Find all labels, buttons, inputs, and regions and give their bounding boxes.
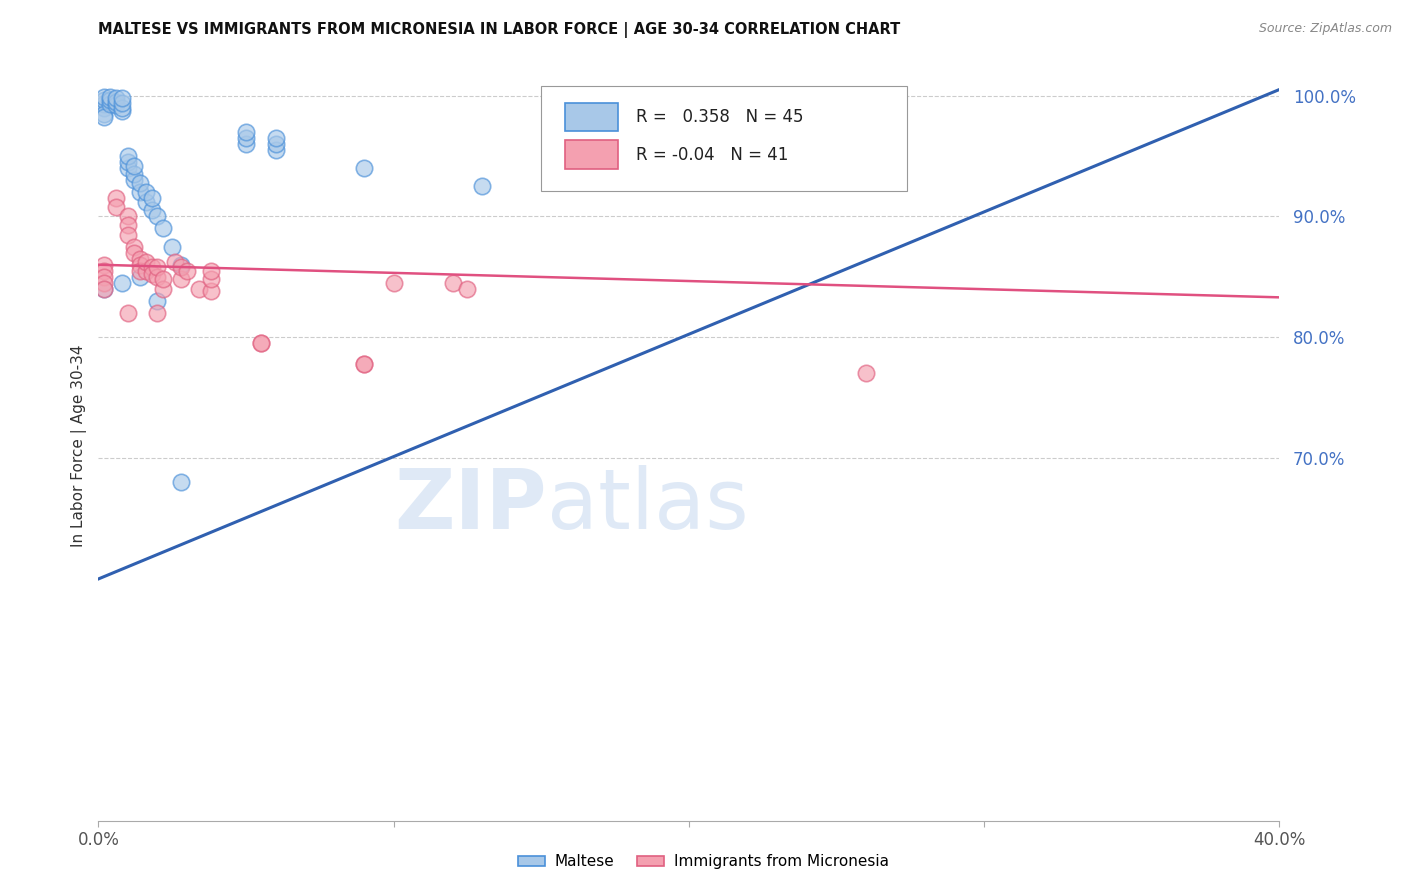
Point xyxy=(135,255,157,269)
Point xyxy=(170,258,193,272)
Point xyxy=(141,203,163,218)
Y-axis label: In Labor Force | Age 30-34: In Labor Force | Age 30-34 xyxy=(72,344,87,548)
Point xyxy=(855,367,877,381)
Point xyxy=(111,104,134,119)
Point xyxy=(105,200,128,214)
Point xyxy=(93,89,115,103)
Point xyxy=(93,110,115,124)
Text: ZIP: ZIP xyxy=(395,466,547,547)
Point xyxy=(135,185,157,199)
Point xyxy=(128,252,150,266)
Point xyxy=(264,136,287,151)
Point xyxy=(200,285,222,299)
Point xyxy=(200,272,222,286)
Point xyxy=(264,143,287,157)
Point xyxy=(111,101,134,115)
FancyBboxPatch shape xyxy=(565,103,619,131)
Point xyxy=(456,282,478,296)
Point xyxy=(117,149,139,163)
Point xyxy=(93,101,115,115)
Point xyxy=(105,95,128,109)
Point xyxy=(170,260,193,274)
Point xyxy=(146,293,169,308)
Point xyxy=(353,161,375,175)
Point xyxy=(117,210,139,224)
Point xyxy=(122,167,145,181)
Point xyxy=(441,276,464,290)
Point xyxy=(170,272,193,286)
Point xyxy=(152,282,174,296)
Point xyxy=(170,475,193,490)
Point xyxy=(117,161,139,175)
Point xyxy=(93,264,115,278)
Point xyxy=(200,264,222,278)
Point xyxy=(146,269,169,284)
Point xyxy=(105,98,128,112)
Point xyxy=(122,239,145,253)
Point xyxy=(141,191,163,205)
Point xyxy=(111,95,134,110)
Point xyxy=(250,336,273,351)
Text: Source: ZipAtlas.com: Source: ZipAtlas.com xyxy=(1258,22,1392,36)
Point xyxy=(122,159,145,173)
Point xyxy=(146,210,169,224)
Point xyxy=(117,306,139,320)
Point xyxy=(353,357,375,371)
Point xyxy=(98,97,121,112)
Point xyxy=(93,282,115,296)
Point xyxy=(471,179,494,194)
Point xyxy=(264,131,287,145)
Point xyxy=(111,276,134,290)
Text: MALTESE VS IMMIGRANTS FROM MICRONESIA IN LABOR FORCE | AGE 30-34 CORRELATION CHA: MALTESE VS IMMIGRANTS FROM MICRONESIA IN… xyxy=(98,22,901,38)
Text: R = -0.04   N = 41: R = -0.04 N = 41 xyxy=(636,145,789,163)
Point xyxy=(122,245,145,260)
Point xyxy=(235,131,257,145)
Point xyxy=(135,264,157,278)
Point xyxy=(93,94,115,108)
Point xyxy=(141,260,163,274)
Point xyxy=(105,91,128,105)
Point xyxy=(141,268,163,282)
Point xyxy=(122,173,145,187)
Point xyxy=(93,97,115,112)
Point xyxy=(128,258,150,272)
Point xyxy=(93,106,115,120)
Legend: Maltese, Immigrants from Micronesia: Maltese, Immigrants from Micronesia xyxy=(512,848,894,875)
Point xyxy=(93,258,115,272)
Point xyxy=(128,176,150,190)
Point xyxy=(128,185,150,199)
Point xyxy=(98,94,121,108)
Point xyxy=(162,239,183,253)
Point xyxy=(93,282,115,296)
Point xyxy=(93,276,115,290)
Point xyxy=(135,194,157,209)
Point xyxy=(146,260,169,274)
Point xyxy=(152,272,174,286)
FancyBboxPatch shape xyxy=(565,140,619,169)
Text: R =   0.358   N = 45: R = 0.358 N = 45 xyxy=(636,108,803,126)
Text: atlas: atlas xyxy=(547,466,749,547)
Point xyxy=(152,221,174,235)
Point xyxy=(98,89,121,103)
Point xyxy=(187,282,209,296)
Point xyxy=(93,269,115,284)
Point xyxy=(111,91,134,105)
Point xyxy=(117,227,139,242)
Point xyxy=(128,269,150,284)
FancyBboxPatch shape xyxy=(541,87,907,191)
Point xyxy=(105,191,128,205)
Point xyxy=(382,276,405,290)
Point xyxy=(250,336,273,351)
Point xyxy=(117,155,139,169)
Point xyxy=(117,218,139,232)
Point xyxy=(165,255,187,269)
Point xyxy=(176,264,198,278)
Point xyxy=(235,125,257,139)
Point xyxy=(353,357,375,371)
Point xyxy=(128,264,150,278)
Point xyxy=(146,306,169,320)
Point xyxy=(235,136,257,151)
